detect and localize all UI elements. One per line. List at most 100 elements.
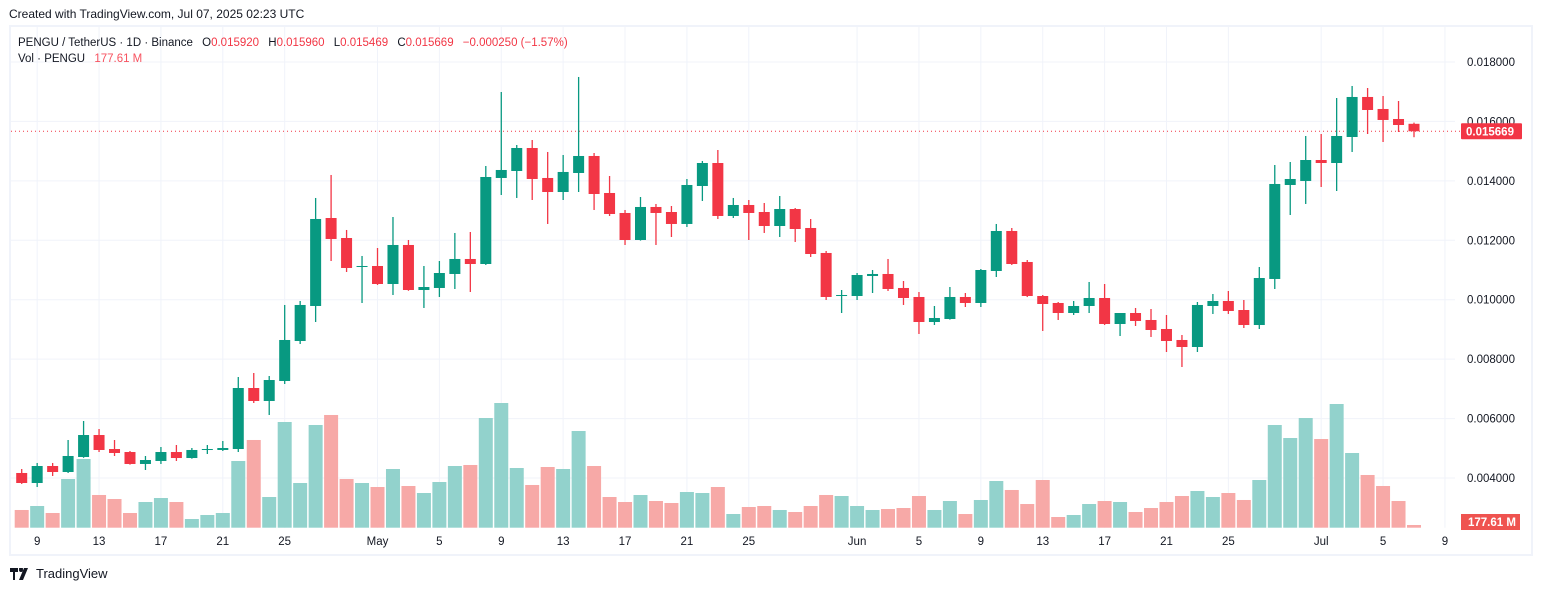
candle[interactable] xyxy=(1393,100,1405,132)
candle[interactable] xyxy=(1176,334,1188,367)
candle[interactable] xyxy=(681,178,693,227)
candle[interactable] xyxy=(31,462,43,487)
candle[interactable] xyxy=(1238,299,1250,329)
candle[interactable] xyxy=(820,250,832,300)
candle[interactable] xyxy=(1052,302,1064,320)
candle[interactable] xyxy=(341,229,353,272)
candle[interactable] xyxy=(1006,227,1018,265)
candle[interactable] xyxy=(635,196,646,241)
candle[interactable] xyxy=(526,140,538,200)
tradingview-logo[interactable]: TradingView xyxy=(10,566,108,581)
candle[interactable] xyxy=(387,216,399,295)
volume-bar xyxy=(726,514,741,528)
candle[interactable] xyxy=(402,239,414,291)
candle[interactable] xyxy=(1130,307,1142,326)
candle[interactable] xyxy=(310,197,322,323)
candle[interactable] xyxy=(1408,122,1420,138)
candle[interactable] xyxy=(758,202,770,233)
candle[interactable] xyxy=(217,440,229,451)
candle[interactable] xyxy=(78,420,90,458)
candle-body xyxy=(1377,108,1389,120)
candle[interactable] xyxy=(1362,88,1374,134)
candle[interactable] xyxy=(975,268,987,308)
candle[interactable] xyxy=(1253,267,1265,329)
candle[interactable] xyxy=(1160,314,1172,352)
candle[interactable] xyxy=(542,151,554,224)
candle[interactable] xyxy=(480,166,492,265)
candle[interactable] xyxy=(712,149,724,219)
candle[interactable] xyxy=(93,429,105,453)
volume-label[interactable]: Vol · PENGU xyxy=(18,53,86,65)
candle[interactable] xyxy=(186,447,198,459)
candle[interactable] xyxy=(1145,308,1157,337)
candle-body xyxy=(1145,319,1157,330)
candle[interactable] xyxy=(1269,164,1281,289)
candle[interactable] xyxy=(557,154,569,200)
candle[interactable] xyxy=(433,261,445,297)
candle[interactable] xyxy=(372,247,384,285)
candle[interactable] xyxy=(449,232,461,289)
candle[interactable] xyxy=(16,469,28,484)
candle[interactable] xyxy=(232,377,244,453)
candle[interactable] xyxy=(464,231,476,292)
candle[interactable] xyxy=(325,174,337,262)
candle[interactable] xyxy=(294,300,306,344)
candle[interactable] xyxy=(1068,300,1080,315)
time-tick-label: 17 xyxy=(155,536,168,548)
candle[interactable] xyxy=(836,290,848,314)
candle[interactable] xyxy=(170,444,182,461)
candle[interactable] xyxy=(1331,97,1343,191)
candle[interactable] xyxy=(201,444,213,455)
candle[interactable] xyxy=(279,304,291,384)
candle[interactable] xyxy=(990,223,1002,277)
candle[interactable] xyxy=(882,258,894,291)
candle[interactable] xyxy=(743,199,755,240)
candle[interactable] xyxy=(696,160,708,201)
candle[interactable] xyxy=(1021,259,1033,298)
candle[interactable] xyxy=(356,255,368,303)
candle[interactable] xyxy=(155,446,167,464)
candle[interactable] xyxy=(1300,135,1312,204)
candle[interactable] xyxy=(897,280,909,305)
candle[interactable] xyxy=(619,209,631,245)
candle[interactable] xyxy=(109,440,121,456)
candle[interactable] xyxy=(573,76,585,193)
candle[interactable] xyxy=(944,287,956,320)
candle-body xyxy=(279,339,291,381)
candle[interactable] xyxy=(1114,313,1126,337)
candle[interactable] xyxy=(1207,293,1219,314)
candle[interactable] xyxy=(495,91,507,196)
candle[interactable] xyxy=(248,372,260,404)
candle[interactable] xyxy=(139,455,151,470)
candle[interactable] xyxy=(1346,85,1358,152)
candle[interactable] xyxy=(867,270,879,294)
candle[interactable] xyxy=(789,207,801,242)
symbol-title[interactable]: PENGU / TetherUS · 1D · Binance xyxy=(18,37,193,49)
candle[interactable] xyxy=(1315,133,1327,187)
candle[interactable] xyxy=(1037,294,1049,331)
candle[interactable] xyxy=(774,195,786,237)
candle[interactable] xyxy=(1222,290,1234,314)
candle[interactable] xyxy=(1377,95,1389,142)
candle[interactable] xyxy=(665,205,677,237)
candle[interactable] xyxy=(47,462,59,476)
candle[interactable] xyxy=(1099,284,1111,326)
candle[interactable] xyxy=(604,175,616,216)
candle[interactable] xyxy=(62,440,74,473)
candle[interactable] xyxy=(805,218,817,257)
candle[interactable] xyxy=(1083,281,1095,314)
candle[interactable] xyxy=(1284,161,1296,216)
candle[interactable] xyxy=(124,450,136,465)
candle[interactable] xyxy=(851,273,863,300)
candle[interactable] xyxy=(511,144,523,198)
candle[interactable] xyxy=(588,152,600,210)
candle[interactable] xyxy=(928,305,940,326)
candle[interactable] xyxy=(959,293,971,308)
candle[interactable] xyxy=(913,291,925,334)
candle[interactable] xyxy=(650,203,662,245)
candle[interactable] xyxy=(418,265,430,308)
candle[interactable] xyxy=(263,375,275,415)
candle[interactable] xyxy=(727,197,739,219)
candle[interactable] xyxy=(1191,302,1203,352)
